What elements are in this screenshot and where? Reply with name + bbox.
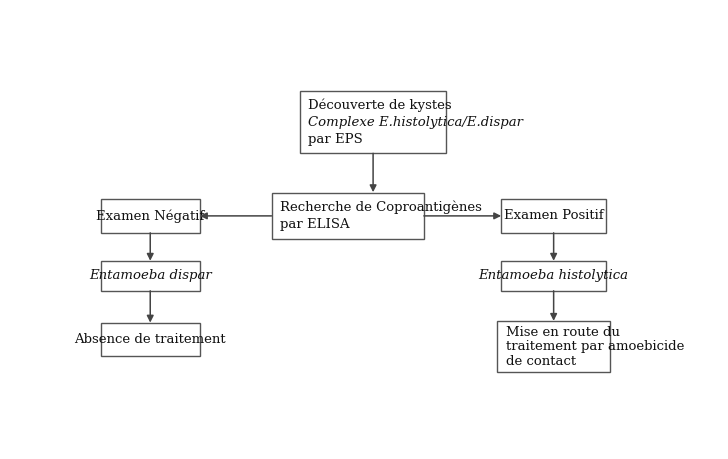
Text: traitement par amoebicide: traitement par amoebicide [506,340,684,353]
Text: Examen Négatif: Examen Négatif [96,209,205,223]
Bar [101,323,199,356]
Text: de contact: de contact [506,354,576,368]
Text: Complexe E.histolytica/E.dispar: Complexe E.histolytica/E.dispar [308,116,523,129]
Bar [272,193,424,239]
Bar [101,199,199,233]
Text: par EPS: par EPS [308,133,363,146]
Text: Entamoeba dispar: Entamoeba dispar [89,269,212,282]
Text: Entamoeba histolytica: Entamoeba histolytica [478,269,629,282]
Bar [502,261,606,291]
Bar [497,321,610,372]
Text: Absence de traitement: Absence de traitement [74,333,226,346]
Bar [101,261,199,291]
Text: Mise en route du: Mise en route du [506,326,620,339]
Text: Recherche de Coproantigènes: Recherche de Coproantigènes [280,201,482,214]
Bar [502,199,606,233]
Text: Découverte de kystes: Découverte de kystes [308,98,452,112]
Bar [300,91,446,153]
Text: Examen Positif: Examen Positif [504,209,604,223]
Text: par ELISA: par ELISA [280,218,349,231]
